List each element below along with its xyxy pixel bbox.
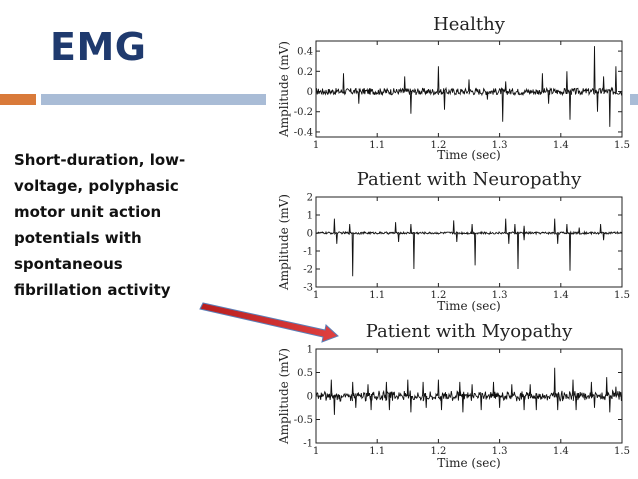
- slide-title: EMG: [50, 25, 147, 69]
- description-text: Short-duration, low- voltage, polyphasic…: [14, 147, 234, 303]
- y-tick-label: -0.5: [294, 415, 313, 426]
- y-tick-label: 1: [307, 345, 313, 356]
- x-tick-label: 1.5: [614, 446, 630, 457]
- x-axis-label: Time (sec): [437, 456, 500, 470]
- x-axis-label: Time (sec): [437, 148, 500, 162]
- description-line: fibrillation activity: [14, 281, 171, 299]
- y-axis-label: Amplitude (mV): [277, 348, 291, 445]
- x-tick-label: 1.3: [492, 140, 508, 151]
- x-tick-label: 1.2: [430, 446, 446, 457]
- x-tick-label: 1.1: [369, 290, 385, 301]
- y-tick-label: 1: [307, 211, 313, 222]
- x-tick-label: 1.5: [614, 290, 630, 301]
- chart-title: Patient with Myopathy: [366, 321, 573, 342]
- y-tick-label: 2: [307, 193, 313, 204]
- y-tick-label: 0: [307, 392, 313, 403]
- y-tick-label: 0.2: [297, 67, 313, 78]
- emg-chart: Patient with Myopathy 1 1.1 1.2 1.3 1.4 1.5 1 0.…: [277, 321, 630, 470]
- y-tick-label: 0.4: [297, 47, 313, 58]
- description-line: voltage, polyphasic: [14, 177, 179, 195]
- emg-chart: Patient with Neuropathy 1 1.1 1.2 1.3 1.4 1.5 2…: [277, 169, 630, 313]
- description-line: motor unit action: [14, 203, 162, 221]
- x-tick-label: 1.2: [430, 290, 446, 301]
- emg-signal-trace: [315, 367, 623, 415]
- y-axis-label: Amplitude (mV): [277, 194, 291, 291]
- emg-signal-trace: [315, 218, 623, 277]
- y-tick-label: -2: [303, 265, 313, 276]
- accent-bar-blue: [41, 94, 266, 105]
- x-tick-label: 1.1: [369, 446, 385, 457]
- x-tick-label: 1.1: [369, 140, 385, 151]
- y-tick-label: -0.2: [294, 107, 313, 118]
- x-tick-label: 1.4: [553, 140, 569, 151]
- y-tick-label: 0: [307, 87, 313, 98]
- x-tick-label: 1.4: [553, 446, 569, 457]
- emg-chart: Healthy 1 1.1 1.2 1.3 1.4 1.5 0.4 0.2 0 -0.2 -0.4 Ti…: [277, 14, 630, 162]
- plot-frame: [315, 196, 623, 288]
- x-tick-label: 1.3: [492, 290, 508, 301]
- accent-bar-orange: [0, 94, 36, 105]
- x-tick-label: 1: [313, 140, 319, 151]
- pointer-arrow: [199, 302, 339, 343]
- x-tick-label: 1.5: [614, 140, 630, 151]
- x-tick-label: 1.4: [553, 290, 569, 301]
- x-tick-label: 1: [313, 446, 319, 457]
- x-tick-label: 1.3: [492, 446, 508, 457]
- chart-title: Healthy: [433, 14, 506, 35]
- y-axis-label: Amplitude (mV): [277, 41, 291, 138]
- emg-signal-trace: [315, 46, 623, 127]
- x-tick-label: 1: [313, 290, 319, 301]
- y-tick-label: -0.4: [294, 127, 313, 138]
- description-line: Short-duration, low-: [14, 151, 186, 169]
- accent-bar-blue-right: [630, 94, 638, 105]
- x-axis-label: Time (sec): [437, 299, 500, 313]
- x-tick-label: 1.2: [430, 140, 446, 151]
- y-tick-label: -1: [303, 247, 313, 258]
- plot-frame: [315, 40, 623, 138]
- y-tick-label: 0: [307, 229, 313, 240]
- y-tick-label: -3: [303, 283, 313, 294]
- description-line: spontaneous: [14, 255, 123, 273]
- y-tick-label: 0.5: [297, 368, 313, 379]
- description-line: potentials with: [14, 229, 142, 247]
- y-tick-label: -1: [303, 439, 313, 450]
- chart-title: Patient with Neuropathy: [357, 169, 582, 190]
